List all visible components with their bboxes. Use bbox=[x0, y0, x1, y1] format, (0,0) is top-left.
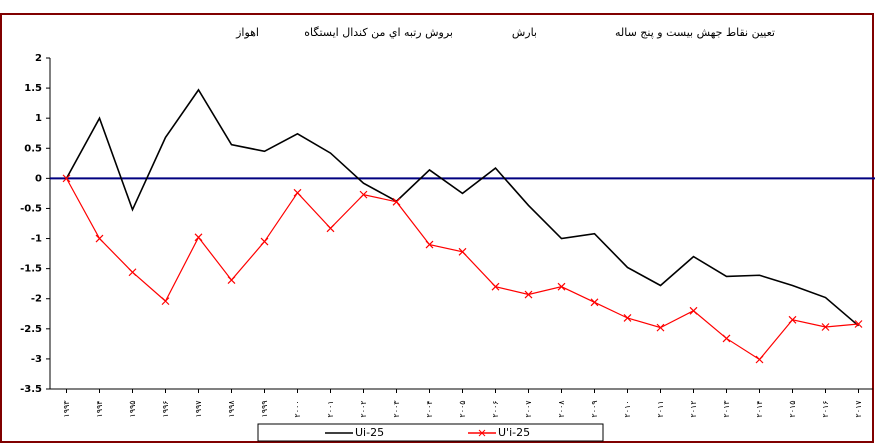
x-tick-label: ۱۹۹۴ bbox=[95, 400, 104, 417]
x-tick-label: ۲۰۱۳ bbox=[722, 400, 731, 418]
series-marker bbox=[392, 197, 401, 206]
x-tick-label: ۲۰۱۶ bbox=[821, 400, 830, 417]
series-marker bbox=[260, 237, 269, 246]
series-marker bbox=[689, 306, 698, 315]
series-marker bbox=[293, 188, 302, 197]
series-marker bbox=[95, 234, 104, 243]
y-tick-label: 1.5 bbox=[24, 83, 42, 94]
series-marker bbox=[425, 240, 434, 249]
series-marker bbox=[623, 314, 632, 322]
chart-title-part: تعیین نقاط جهش بیست و پنج ساله bbox=[615, 26, 775, 39]
chart-frame bbox=[0, 13, 874, 443]
x-tick-label: ۲۰۰۳ bbox=[392, 400, 401, 418]
x-tick-label: ۲۰۰۵ bbox=[458, 400, 467, 417]
x-tick-label: ۲۰۰۶ bbox=[491, 400, 500, 417]
x-tick-label: ۱۹۹۳ bbox=[62, 400, 71, 418]
chart-title-part: بروش رتبه اي من کندال ایستگاه bbox=[304, 26, 453, 39]
y-tick-label: -2.5 bbox=[20, 324, 42, 335]
y-tick-label: 1 bbox=[35, 113, 42, 124]
x-tick-label: ۲۰۰۴ bbox=[425, 400, 434, 417]
series-marker bbox=[590, 298, 599, 307]
series-marker bbox=[227, 276, 236, 284]
x-tick-label: ۲۰۰۰ bbox=[293, 400, 302, 417]
y-tick-label: -1 bbox=[31, 234, 42, 245]
y-tick-label: 2 bbox=[35, 53, 42, 64]
series-marker bbox=[458, 247, 467, 256]
x-tick-label: ۲۰۱۱ bbox=[656, 400, 665, 417]
y-tick-label: -0.5 bbox=[20, 203, 42, 214]
x-tick-label: ۲۰۱۵ bbox=[788, 400, 797, 417]
y-tick-label: 0 bbox=[35, 173, 42, 184]
legend-label: Ui-25 bbox=[355, 426, 384, 439]
series-marker bbox=[755, 355, 764, 364]
x-tick-label: ۲۰۰۲ bbox=[359, 400, 368, 417]
series-marker bbox=[722, 334, 731, 343]
series-marker bbox=[161, 297, 170, 306]
y-tick-label: -3.5 bbox=[20, 384, 42, 395]
series-marker bbox=[524, 290, 533, 299]
series-marker bbox=[194, 233, 203, 242]
chart-title-part: بارش bbox=[512, 26, 537, 39]
x-tick-label: ۲۰۱۷ bbox=[854, 400, 863, 418]
x-tick-label: ۱۹۹۶ bbox=[161, 400, 170, 417]
series-marker bbox=[854, 320, 863, 328]
legend-marker bbox=[478, 429, 486, 437]
x-tick-label: ۲۰۱۲ bbox=[689, 400, 698, 417]
y-tick-label: -1.5 bbox=[20, 264, 42, 275]
x-tick-label: ۱۹۹۸ bbox=[227, 400, 236, 418]
series-line bbox=[65, 88, 860, 327]
series-marker bbox=[62, 174, 71, 183]
x-tick-label: ۲۰۱۰ bbox=[623, 400, 632, 417]
series-marker bbox=[656, 323, 665, 332]
x-tick-label: ۲۰۰۹ bbox=[590, 400, 599, 417]
series-marker bbox=[557, 282, 566, 291]
series-marker bbox=[788, 315, 797, 324]
x-tick-label: ۱۹۹۹ bbox=[260, 400, 269, 417]
series-marker bbox=[359, 190, 368, 199]
x-tick-label: ۲۰۱۴ bbox=[755, 400, 764, 417]
x-tick-label: ۲۰۰۷ bbox=[524, 400, 533, 418]
y-tick-label: -2 bbox=[31, 294, 42, 305]
y-tick-label: -3 bbox=[31, 354, 42, 365]
series-marker bbox=[491, 282, 500, 291]
x-tick-label: ۱۹۹۷ bbox=[194, 400, 203, 418]
legend-box bbox=[257, 423, 604, 442]
series-marker bbox=[128, 268, 137, 277]
series-marker bbox=[821, 323, 830, 331]
x-tick-label: ۱۹۹۵ bbox=[128, 400, 137, 417]
chart-title-part: اهواز bbox=[235, 26, 259, 39]
x-tick-label: ۲۰۰۱ bbox=[326, 400, 335, 417]
x-tick-label: ۲۰۰۸ bbox=[557, 400, 566, 418]
series-marker bbox=[326, 224, 335, 233]
legend-label: U'i-25 bbox=[498, 426, 530, 439]
y-tick-label: 0.5 bbox=[24, 143, 42, 154]
